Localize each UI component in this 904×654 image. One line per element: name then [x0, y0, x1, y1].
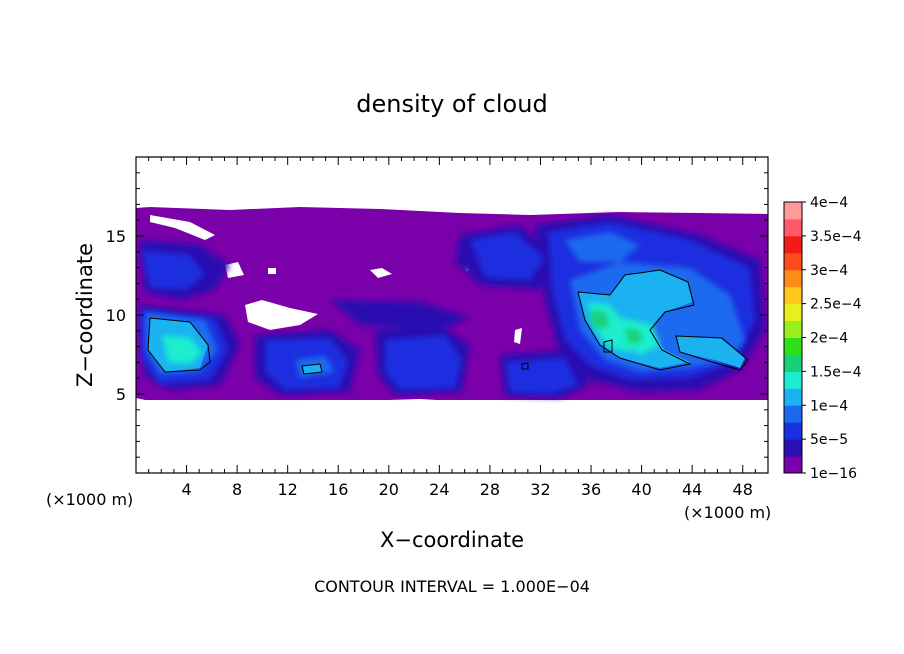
- cloud-gaps: [136, 157, 768, 473]
- colorbar-label: 1e−16: [810, 466, 857, 482]
- colorbar-swatch: [784, 456, 802, 474]
- colorbar-label: 5e−5: [810, 432, 848, 448]
- y-axis: 5 10 15: [106, 172, 768, 458]
- y-tick-label: 10: [106, 306, 126, 325]
- colorbar-swatch: [784, 303, 802, 322]
- x-tick-label: 20: [379, 480, 399, 499]
- colorbar-label: 4e−4: [810, 195, 848, 211]
- colorbar-swatch: [784, 371, 802, 389]
- contour-lines: [147, 269, 749, 375]
- colorbar-swatch: [784, 337, 802, 355]
- y-axis-label: Z−coordinate: [73, 243, 97, 387]
- colorbar-swatch: [784, 269, 802, 288]
- x-tick-label: 28: [480, 480, 500, 499]
- x-unit-right: (×1000 m): [684, 503, 771, 522]
- x-tick-label: 16: [328, 480, 348, 499]
- x-tick-label: 8: [232, 480, 242, 499]
- x-tick-label: 48: [733, 480, 753, 499]
- colorbar: 1e−16 5e−5 1e−4 1.5e−4 2e−4 2.5e−4 3e−4 3.5e−4 4…: [783, 195, 862, 482]
- x-axis: 4 8 12 16 20 24 28 32 36 40 44 48: [148, 157, 756, 499]
- colorbar-swatch: [784, 202, 802, 220]
- colorbar-label: 3e−4: [810, 263, 848, 279]
- colorbar-swatch: [784, 354, 802, 372]
- colorbar-label: 1.5e−4: [810, 364, 862, 380]
- chart-title: density of cloud: [356, 90, 547, 118]
- colorbar-swatch: [784, 320, 802, 338]
- x-tick-label: 44: [682, 480, 702, 499]
- contour-interval-note: CONTOUR INTERVAL = 1.000E−04: [314, 577, 590, 596]
- x-unit-left: (×1000 m): [46, 490, 133, 509]
- colorbar-swatch: [784, 405, 802, 423]
- x-tick-label: 24: [429, 480, 449, 499]
- x-tick-label: 40: [631, 480, 651, 499]
- colorbar-swatch: [784, 235, 802, 254]
- colorbar-label: 1e−4: [810, 398, 848, 414]
- plot-area: [136, 157, 768, 473]
- colorbar-swatch: [784, 388, 802, 406]
- x-axis-label: X−coordinate: [380, 528, 524, 552]
- x-tick-label: 36: [581, 480, 601, 499]
- colorbar-swatch: [784, 286, 802, 305]
- x-tick-label: 4: [181, 480, 191, 499]
- colorbar-label: 2e−4: [810, 331, 848, 347]
- y-tick-label: 15: [106, 227, 126, 246]
- colorbar-label: 2.5e−4: [810, 297, 862, 313]
- x-tick-label: 12: [278, 480, 298, 499]
- colorbar-swatch: [784, 422, 802, 440]
- x-tick-label: 32: [530, 480, 550, 499]
- colorbar-swatch: [784, 439, 802, 457]
- colorbar-label: 3.5e−4: [810, 229, 862, 245]
- band-green: [590, 310, 642, 344]
- colorbar-swatch: [784, 218, 802, 237]
- colorbar-swatch: [784, 252, 802, 271]
- y-tick-label: 5: [116, 385, 126, 404]
